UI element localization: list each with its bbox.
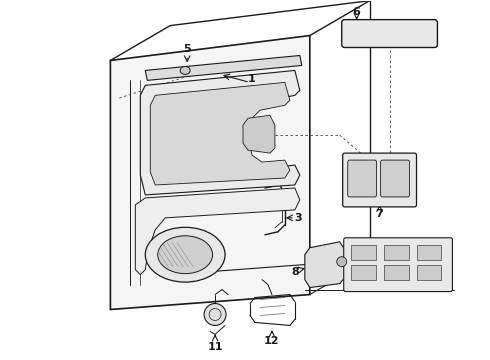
Ellipse shape — [337, 257, 347, 267]
Polygon shape — [110, 36, 310, 310]
Bar — [351, 245, 376, 260]
FancyBboxPatch shape — [381, 160, 410, 197]
Text: 10: 10 — [322, 249, 338, 259]
Polygon shape — [150, 82, 290, 185]
Text: 7: 7 — [376, 209, 384, 219]
Bar — [416, 245, 441, 260]
Text: 5: 5 — [183, 44, 191, 54]
FancyBboxPatch shape — [348, 160, 377, 197]
Ellipse shape — [204, 303, 226, 325]
Ellipse shape — [180, 67, 190, 75]
Polygon shape — [135, 188, 300, 275]
Polygon shape — [145, 55, 302, 80]
Text: 3: 3 — [294, 213, 302, 223]
Ellipse shape — [145, 227, 225, 282]
Text: 1: 1 — [248, 75, 256, 84]
Ellipse shape — [158, 236, 213, 274]
Text: 8: 8 — [291, 267, 299, 276]
Text: 12: 12 — [264, 336, 280, 346]
Polygon shape — [243, 115, 275, 153]
Text: 4: 4 — [158, 253, 166, 263]
FancyBboxPatch shape — [342, 20, 438, 48]
FancyBboxPatch shape — [343, 238, 452, 292]
Bar — [351, 265, 376, 280]
Bar — [416, 265, 441, 280]
Text: 9: 9 — [349, 259, 357, 269]
Bar — [384, 245, 409, 260]
Polygon shape — [140, 71, 300, 195]
FancyBboxPatch shape — [343, 153, 416, 207]
Text: 6: 6 — [353, 6, 361, 17]
Polygon shape — [305, 242, 345, 288]
Text: 11: 11 — [207, 342, 223, 352]
Bar — [384, 265, 409, 280]
Text: 2: 2 — [186, 147, 194, 157]
